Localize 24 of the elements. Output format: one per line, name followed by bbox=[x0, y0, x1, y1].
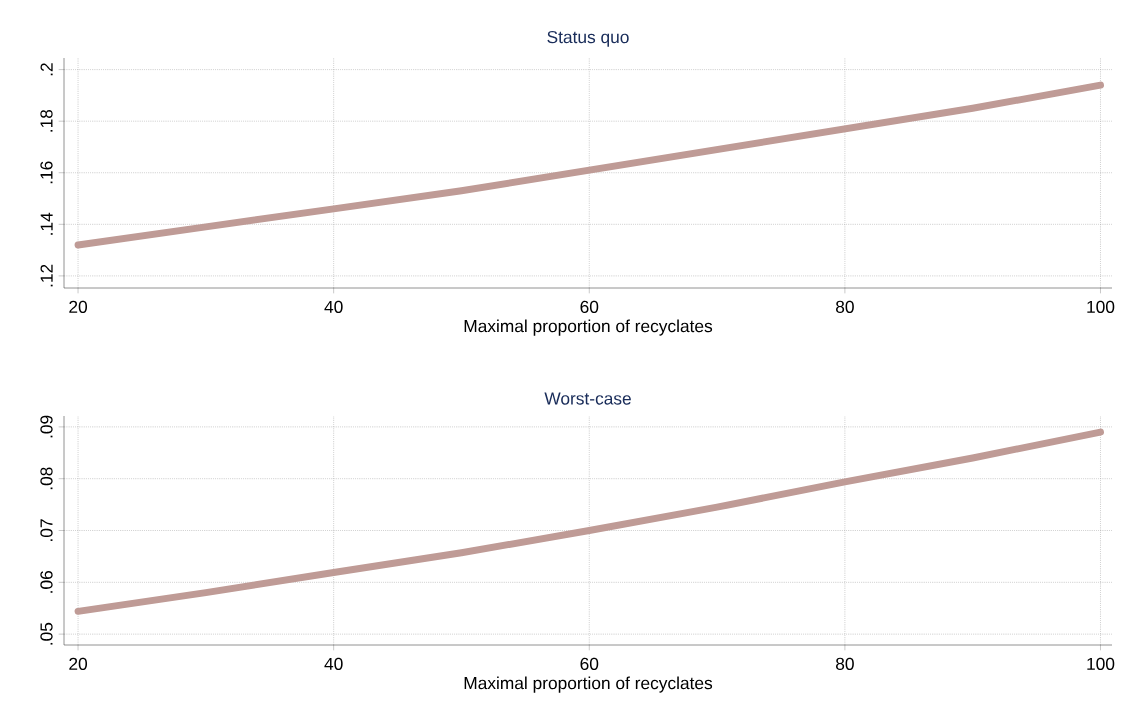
x-axis-title: Maximal proportion of recyclates bbox=[464, 319, 713, 336]
chart-title: Status quo bbox=[547, 30, 629, 47]
x-tick-label: 40 bbox=[324, 300, 343, 313]
x-tick-label: 20 bbox=[69, 300, 88, 313]
x-axis-title: Maximal proportion of recyclates bbox=[464, 676, 713, 693]
x-tick-label: 80 bbox=[836, 657, 854, 670]
y-tick-label: .2 bbox=[40, 63, 53, 76]
x-tick-label: 60 bbox=[580, 657, 599, 670]
x-tick-label: 100 bbox=[1087, 657, 1115, 670]
y-tick-label: .12 bbox=[40, 264, 53, 287]
y-tick-label: .07 bbox=[40, 519, 53, 541]
x-tick-label: 40 bbox=[324, 657, 343, 670]
x-tick-label: 60 bbox=[580, 300, 599, 313]
chart-title: Worst-case bbox=[544, 392, 631, 405]
x-tick-label: 100 bbox=[1087, 300, 1115, 313]
y-tick-label: .06 bbox=[40, 571, 53, 593]
y-tick-label: .14 bbox=[40, 212, 53, 235]
y-tick-label: .18 bbox=[40, 109, 53, 132]
x-tick-label: 20 bbox=[69, 657, 88, 670]
y-tick-label: .16 bbox=[40, 161, 53, 184]
y-tick-label: .09 bbox=[40, 415, 53, 438]
y-tick-label: .05 bbox=[40, 622, 53, 645]
x-tick-label: 80 bbox=[836, 300, 854, 313]
y-tick-label: .08 bbox=[40, 467, 53, 490]
